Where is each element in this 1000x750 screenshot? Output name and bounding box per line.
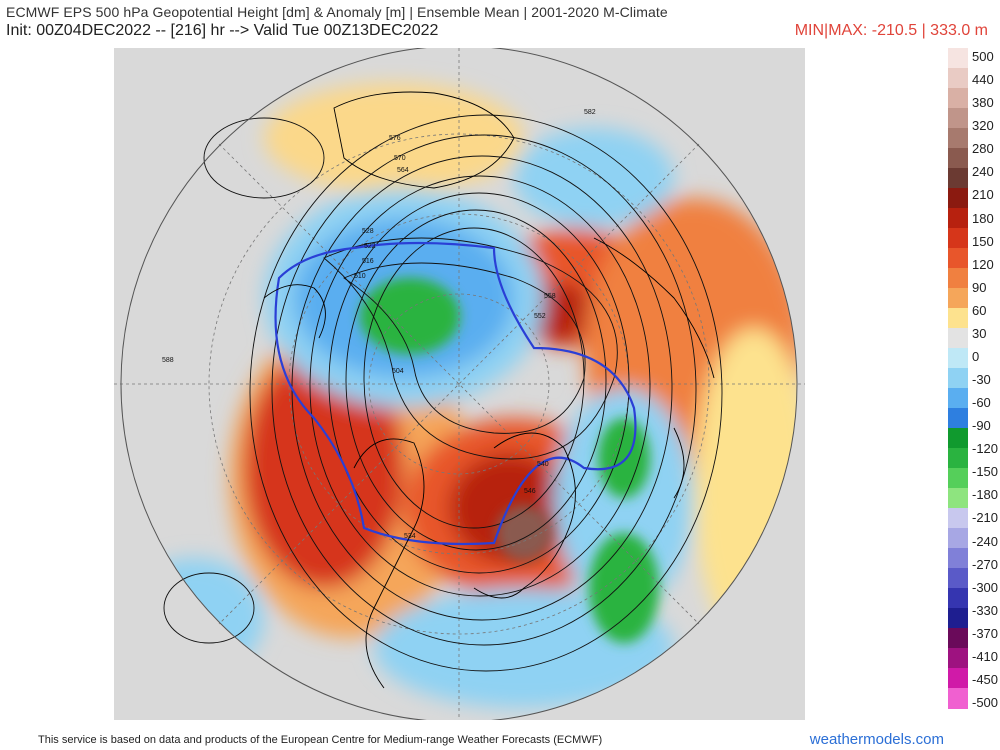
colorbar-tick-label: 60	[972, 302, 987, 318]
colorbar-segment	[948, 108, 968, 129]
contour-label: 522	[364, 243, 376, 250]
anomaly-asia-green	[598, 418, 650, 498]
colorbar-tick-label: -90	[972, 418, 991, 434]
anomaly-alaska-cold	[514, 128, 674, 228]
polar-stereographic-map: 582 576 570 564 558 552 546 540 534 528 …	[114, 48, 805, 720]
colorbar-segment	[948, 648, 968, 669]
contour-label: 552	[534, 313, 546, 320]
contour-label: 570	[394, 155, 406, 162]
contour-label: 504	[392, 368, 404, 375]
colorbar-segment	[948, 168, 968, 189]
anomaly-max-brown	[496, 505, 552, 561]
contour-label: 558	[544, 293, 556, 300]
contour-label: 534	[404, 533, 416, 540]
coastlines	[263, 91, 715, 689]
chart-title: ECMWF EPS 500 hPa Geopotential Height [d…	[6, 4, 668, 20]
contour-label: 528	[362, 228, 374, 235]
colorbar-tick-label: -210	[972, 510, 999, 526]
colorbar-segment	[948, 528, 968, 549]
colorbar-segment	[948, 408, 968, 429]
colorbar-tick-label: 280	[972, 141, 994, 157]
colorbar-segment	[948, 48, 968, 69]
colorbar-tick-label: 150	[972, 233, 994, 249]
init-valid-line: Init: 00Z04DEC2022 -- [216] hr --> Valid…	[6, 22, 439, 39]
colorbar-segment	[948, 228, 968, 249]
contour-label: 546	[524, 488, 536, 495]
min-max-readout: MIN|MAX: -210.5 | 333.0 m	[794, 22, 988, 39]
colorbar-tick-label: 440	[972, 72, 994, 88]
colorbar-tick-label: -270	[972, 556, 999, 572]
anomaly-scandinavia-green	[360, 278, 460, 354]
colorbar-segment	[948, 248, 968, 269]
colorbar-tick-label: -410	[972, 648, 999, 664]
colorbar-segment	[948, 348, 968, 369]
colorbar-tick-label: 0	[972, 348, 980, 364]
colorbar-tick-label: -450	[972, 671, 999, 687]
contour-label: 516	[362, 258, 374, 265]
colorbar-segment	[948, 668, 968, 689]
contour-label: 582	[584, 109, 596, 116]
colorbar-segment	[948, 568, 968, 589]
ecmwf-credit: This service is based on data and produc…	[38, 734, 603, 746]
contour-label: 564	[397, 167, 409, 174]
colorbar-tick-label: 210	[972, 187, 994, 203]
colorbar-segment	[948, 468, 968, 489]
anomaly-colorbar	[948, 48, 968, 709]
colorbar-segment	[948, 628, 968, 649]
anomaly-pacific-green	[589, 533, 659, 643]
colorbar-tick-label: -30	[972, 372, 991, 387]
colorbar-segment	[948, 88, 968, 109]
colorbar-tick-label: 320	[972, 118, 994, 134]
colorbar-tick-label: 90	[972, 279, 987, 295]
contour-540-blue	[274, 241, 637, 546]
colorbar-segment	[948, 448, 968, 469]
colorbar-tick-label: -370	[972, 625, 999, 641]
brand-link[interactable]: weathermodels.com	[809, 731, 944, 748]
colorbar-segment	[948, 268, 968, 289]
contour-labels: 582 576 570 564 558 552 546 540 534 528 …	[162, 109, 596, 540]
colorbar-tick-label: -150	[972, 464, 999, 480]
colorbar-tick-label: -60	[972, 395, 991, 411]
colorbar-segment	[948, 548, 968, 569]
colorbar-tick-label: 240	[972, 164, 994, 180]
colorbar-segment	[948, 368, 968, 389]
colorbar-segment	[948, 388, 968, 409]
colorbar-segment	[948, 68, 968, 89]
colorbar-tick-label: -300	[972, 579, 999, 595]
colorbar-segment	[948, 288, 968, 309]
contour-label: 588	[162, 357, 174, 364]
height-contours	[163, 114, 723, 672]
colorbar-tick-label: 180	[972, 210, 994, 226]
colorbar-tick-label: 500	[972, 49, 994, 64]
graticule	[114, 48, 805, 720]
colorbar-tick-label: -500	[972, 695, 999, 710]
colorbar-tick-label: 120	[972, 256, 994, 272]
colorbar-tick-label: -240	[972, 533, 999, 549]
colorbar-tick-label: 380	[972, 95, 994, 111]
colorbar-segment	[948, 588, 968, 609]
colorbar-segment	[948, 128, 968, 149]
contour-label: 576	[389, 135, 401, 142]
colorbar-segment	[948, 188, 968, 209]
contour-label: 540	[537, 461, 549, 468]
colorbar-segment	[948, 428, 968, 449]
colorbar-tick-label: -330	[972, 602, 999, 618]
colorbar-tick-label: -120	[972, 441, 999, 457]
colorbar-segment	[948, 208, 968, 229]
colorbar-segment	[948, 308, 968, 329]
colorbar-segment	[948, 688, 968, 709]
colorbar-segment	[948, 488, 968, 509]
map-boundary	[120, 48, 798, 720]
colorbar-segment	[948, 508, 968, 529]
colorbar-segment	[948, 328, 968, 349]
colorbar-tick-label: -180	[972, 487, 999, 503]
colorbar-segment	[948, 608, 968, 629]
contour-label: 510	[354, 273, 366, 280]
colorbar-tick-label: 30	[972, 325, 987, 341]
colorbar-segment	[948, 148, 968, 169]
